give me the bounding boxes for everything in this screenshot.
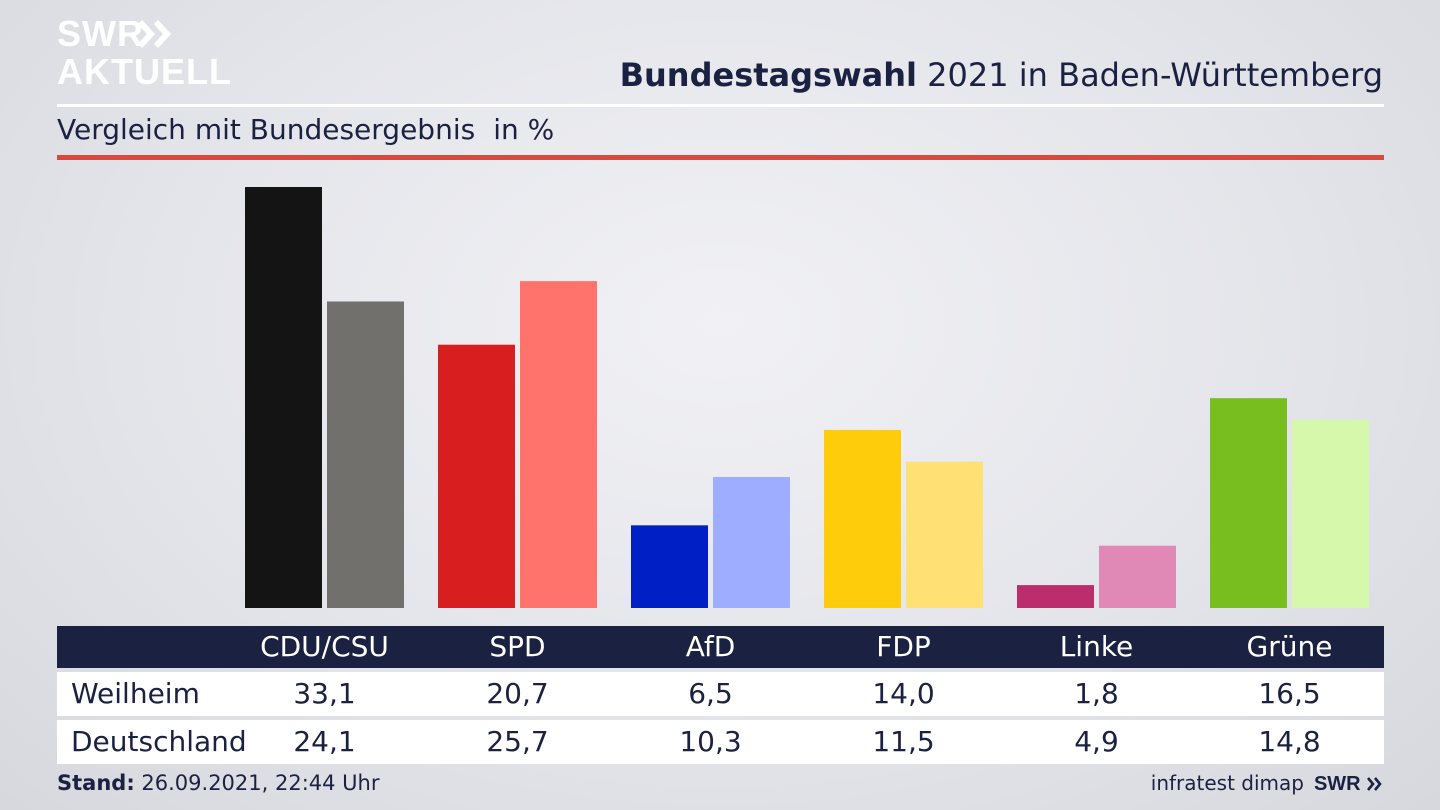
logo-text-swr: SWR <box>57 13 144 54</box>
value-weilheim-gr-ne: 16,5 <box>1258 677 1321 710</box>
value-deutschland-linke: 4,9 <box>1074 725 1119 758</box>
footer-double-chevron-icon <box>1367 777 1382 791</box>
category-label-linke: Linke <box>1059 630 1134 663</box>
source-text: infratest dimap <box>1150 771 1304 795</box>
source-credit: infratest dimap SWR <box>1151 771 1383 796</box>
unit-label: in % <box>493 113 555 146</box>
category-label-afd: AfD <box>685 630 736 663</box>
bar-cdu-csu-weilheim <box>245 187 322 608</box>
table-row-deutschland: Deutschland 24,1 25,7 10,3 11,5 4,9 14,8 <box>57 720 1384 764</box>
stand-value: 26.09.2021, 22:44 Uhr <box>134 771 380 795</box>
bar-gr-ne-deutschland <box>1292 419 1369 608</box>
value-deutschland-spd: 25,7 <box>486 725 549 758</box>
stand-label: Stand: <box>57 771 135 795</box>
bar-fdp-deutschland <box>906 461 983 608</box>
category-label-gr-ne: Grüne <box>1246 630 1333 663</box>
subtitle-text: Vergleich mit Bundesergebnis <box>57 113 476 146</box>
chart-title: Bundestagswahl 2021 in Baden-Württemberg <box>620 56 1383 94</box>
value-weilheim-fdp: 14,0 <box>872 677 935 710</box>
value-deutschland-cdu-csu: 24,1 <box>293 725 356 758</box>
series-label-deutschland: Deutschland <box>71 725 247 758</box>
results-table: CDU/CSU SPD AfD FDP Linke Grüne Weilheim 33,1 2… <box>57 626 1384 764</box>
bar-spd-weilheim <box>438 344 515 608</box>
timestamp: Stand: 26.09.2021, 22:44 Uhr <box>57 771 380 795</box>
accent-divider <box>57 155 1384 160</box>
double-chevron-icon <box>137 19 172 49</box>
value-weilheim-cdu-csu: 33,1 <box>293 677 356 710</box>
chart-subtitle: Vergleich mit Bundesergebnis in % <box>57 113 554 146</box>
table-row-weilheim: Weilheim 33,1 20,7 6,5 14,0 1,8 16,5 <box>57 672 1384 716</box>
bar-gr-ne-weilheim <box>1210 398 1287 608</box>
category-label-spd: SPD <box>489 630 546 663</box>
bar-afd-weilheim <box>631 525 708 608</box>
chart-title-bold: Bundestagswahl <box>619 56 917 94</box>
category-label-fdp: FDP <box>876 630 931 663</box>
bar-afd-deutschland <box>713 476 790 608</box>
logo-text-aktuell: AKTUELL <box>57 51 232 92</box>
title-divider <box>57 104 1384 107</box>
value-deutschland-gr-ne: 14,8 <box>1258 725 1321 758</box>
value-deutschland-afd: 10,3 <box>679 725 742 758</box>
value-weilheim-afd: 6,5 <box>688 677 733 710</box>
footer-swr-logo: SWR <box>1313 773 1361 795</box>
bar-cdu-csu-deutschland <box>327 301 404 608</box>
swr-aktuell-logo: SWR AKTUELL <box>57 13 231 92</box>
bar-fdp-weilheim <box>824 429 901 608</box>
value-weilheim-spd: 20,7 <box>486 677 549 710</box>
bar-linke-weilheim <box>1017 585 1094 608</box>
bar-spd-deutschland <box>520 281 597 608</box>
table-header-row: CDU/CSU SPD AfD FDP Linke Grüne <box>57 626 1384 668</box>
bar-linke-deutschland <box>1099 545 1176 608</box>
category-label-cdu-csu: CDU/CSU <box>260 630 389 663</box>
chart-title-rest: 2021 in Baden-Württemberg <box>916 56 1383 94</box>
value-weilheim-linke: 1,8 <box>1074 677 1119 710</box>
value-deutschland-fdp: 11,5 <box>872 725 935 758</box>
series-label-weilheim: Weilheim <box>71 677 200 710</box>
